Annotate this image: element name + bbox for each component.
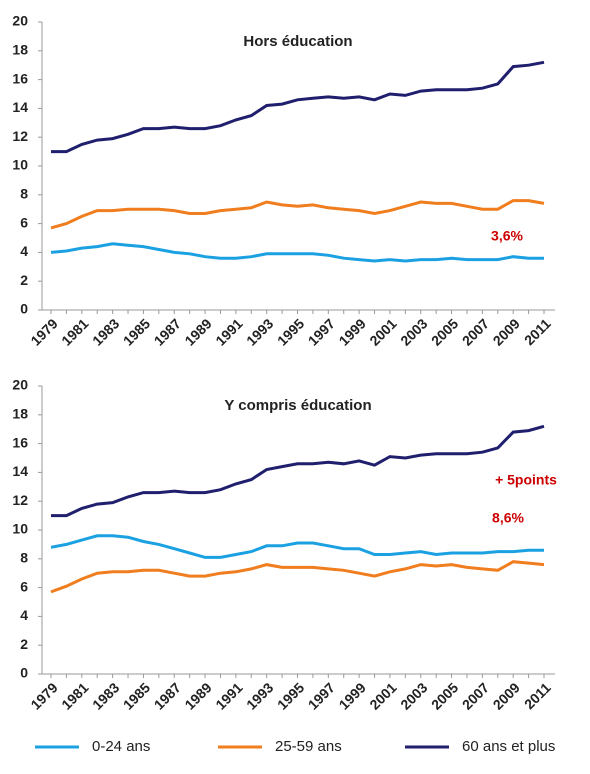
x-tick-label: 2001 [366,315,399,348]
y-tick-label: 10 [12,157,28,173]
y-tick-label: 6 [20,214,28,230]
annotation: + 5points [495,472,557,488]
x-tick-label: 2005 [428,315,461,348]
y-tick-label: 20 [12,13,28,29]
x-tick-label: 2007 [459,315,492,348]
x-tick-label: 1981 [58,679,91,712]
y-tick-label: 6 [20,578,28,594]
legend-label: 0-24 ans [92,738,150,755]
y-tick-label: 8 [20,550,28,566]
x-tick-label: 2009 [490,315,523,348]
x-tick-label: 1999 [336,315,369,348]
x-tick-label: 2009 [490,679,523,712]
x-tick-label: 1995 [274,679,307,712]
y-tick-label: 16 [12,70,28,86]
series-line [51,424,545,518]
x-tick-label: 1993 [243,679,276,712]
x-tick-label: 2001 [366,679,399,712]
x-tick-label: 1999 [336,679,369,712]
y-tick-label: 12 [12,492,28,508]
y-tick-label: 16 [12,434,28,450]
chart-title: Y compris éducation [224,397,371,414]
x-tick-label: 1985 [120,679,153,712]
x-tick-label: 1991 [212,679,245,712]
y-tick-label: 0 [20,301,28,317]
x-tick-label: 1979 [27,679,60,712]
y-tick-label: 2 [20,636,28,652]
chart-title: Hors éducation [243,33,352,50]
x-tick-label: 1989 [181,315,214,348]
y-tick-label: 14 [12,99,28,115]
x-tick-label: 1981 [58,315,91,348]
x-tick-label: 1983 [89,315,122,348]
x-tick-label: 1983 [89,679,122,712]
annotation: 8,6% [492,510,524,526]
x-tick-label: 1993 [243,315,276,348]
y-tick-label: 10 [12,521,28,537]
x-tick-label: 2011 [521,679,554,712]
x-tick-label: 1995 [274,315,307,348]
x-tick-label: 1979 [27,315,60,348]
x-tick-label: 1997 [305,679,338,712]
series-line [50,560,545,594]
x-tick-label: 2007 [459,679,492,712]
legend-label: 25-59 ans [275,738,342,755]
y-tick-label: 0 [20,665,28,681]
x-tick-label: 2003 [397,679,430,712]
y-tick-label: 8 [20,186,28,202]
y-tick-label: 20 [12,377,28,393]
y-tick-label: 14 [12,463,28,479]
x-tick-label: 1987 [151,315,184,348]
x-tick-label: 2005 [428,679,461,712]
series-line [50,199,545,230]
y-tick-label: 18 [12,406,28,422]
x-tick-label: 1991 [212,315,245,348]
x-tick-label: 1987 [151,679,184,712]
y-tick-label: 4 [20,243,28,259]
series-line [51,60,545,154]
y-tick-label: 18 [12,42,28,58]
x-tick-label: 1985 [120,315,153,348]
series-line [50,242,544,263]
annotation: 3,6% [491,228,523,244]
y-tick-label: 4 [20,607,28,623]
legend-label: 60 ans et plus [462,738,555,755]
y-tick-label: 2 [20,272,28,288]
x-tick-label: 1989 [181,679,214,712]
series-line [50,534,544,559]
x-tick-label: 2011 [521,315,554,348]
y-tick-label: 12 [12,128,28,144]
x-tick-label: 1997 [305,315,338,348]
x-tick-label: 2003 [397,315,430,348]
